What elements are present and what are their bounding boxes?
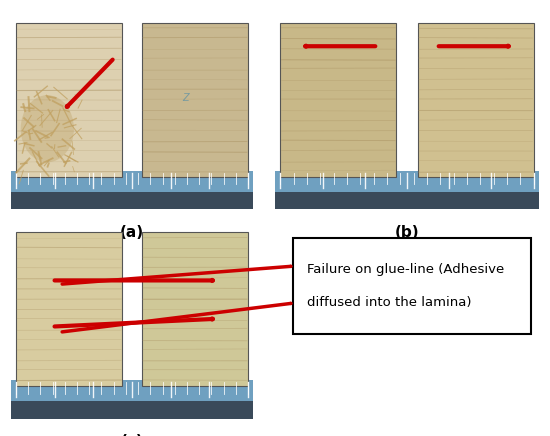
Text: Z: Z	[182, 93, 189, 103]
Bar	[142, 232, 248, 386]
Ellipse shape	[21, 95, 74, 162]
Text: Failure on glue-line (Adhesive: Failure on glue-line (Adhesive	[307, 263, 504, 276]
Bar	[275, 171, 539, 192]
Bar	[11, 171, 253, 192]
Bar	[11, 380, 253, 401]
Bar	[280, 23, 397, 177]
Text: (a): (a)	[120, 225, 144, 240]
Bar	[16, 232, 122, 386]
Bar	[417, 23, 534, 177]
Bar	[142, 23, 248, 177]
Text: diffused into the lamina): diffused into the lamina)	[307, 296, 471, 309]
Bar	[16, 23, 122, 177]
Bar	[11, 401, 253, 419]
Text: (b): (b)	[395, 225, 419, 240]
Text: (c): (c)	[120, 434, 144, 436]
Bar	[275, 192, 539, 209]
FancyBboxPatch shape	[294, 238, 531, 334]
Bar	[11, 192, 253, 209]
